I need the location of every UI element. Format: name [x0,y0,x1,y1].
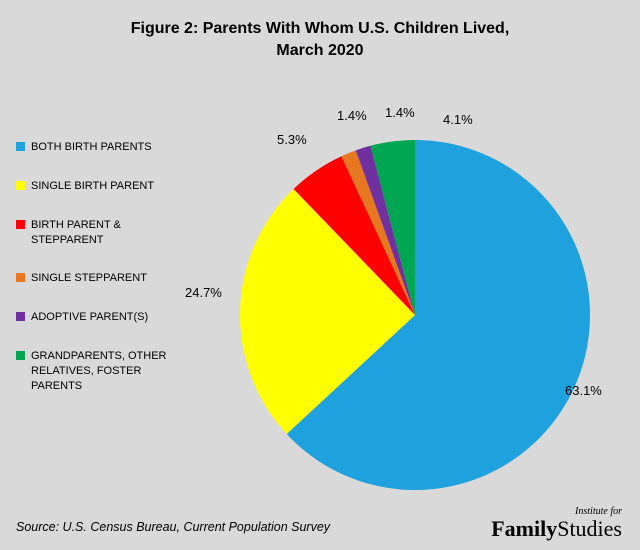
legend-label: SINGLE BIRTH PARENT [31,179,154,194]
legend-swatch [16,220,25,229]
slice-percent-label: 1.4% [385,105,415,120]
legend-swatch [16,312,25,321]
legend-swatch [16,142,25,151]
legend-item: SINGLE STEPPARENT [16,271,186,286]
legend-label: BIRTH PARENT & STEPPARENT [31,218,186,248]
legend-item: BOTH BIRTH PARENTS [16,140,186,155]
pie-chart: 63.1%24.7%5.3%1.4%1.4%4.1% [225,110,605,490]
slice-percent-label: 1.4% [337,108,367,123]
logo-word-family: Family [491,516,557,541]
legend: BOTH BIRTH PARENTS SINGLE BIRTH PARENT BIR… [16,140,186,418]
title-line-1: Figure 2: Parents With Whom U.S. Childre… [0,18,640,40]
slice-percent-label: 24.7% [185,285,222,300]
title-line-2: March 2020 [0,40,640,62]
logo-word-studies: Studies [557,516,622,541]
legend-item: BIRTH PARENT & STEPPARENT [16,218,186,248]
legend-item: ADOPTIVE PARENT(S) [16,310,186,325]
chart-title: Figure 2: Parents With Whom U.S. Childre… [0,0,640,61]
legend-item: SINGLE BIRTH PARENT [16,179,186,194]
legend-swatch [16,181,25,190]
legend-item: GRANDPARENTS, OTHER RELATIVES, FOSTER PA… [16,349,186,394]
legend-swatch [16,351,25,360]
legend-label: ADOPTIVE PARENT(S) [31,310,148,325]
legend-label: BOTH BIRTH PARENTS [31,140,152,155]
slice-percent-label: 63.1% [565,383,602,398]
source-citation: Source: U.S. Census Bureau, Current Popu… [16,520,330,534]
legend-label: SINGLE STEPPARENT [31,271,147,286]
slice-percent-label: 4.1% [443,112,473,127]
chart-area: BOTH BIRTH PARENTS SINGLE BIRTH PARENT BIR… [0,80,640,480]
institute-logo: Institute for FamilyStudies [491,507,622,540]
legend-swatch [16,273,25,282]
slice-percent-label: 5.3% [277,132,307,147]
legend-label: GRANDPARENTS, OTHER RELATIVES, FOSTER PA… [31,349,186,394]
